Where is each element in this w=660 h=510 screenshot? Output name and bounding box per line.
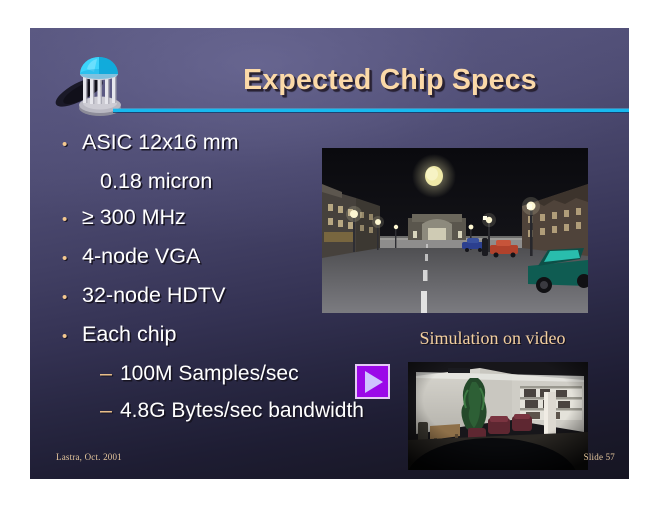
bullet-item-hdtv: • 32-node HDTV [58, 277, 388, 316]
bullet-item-each-chip: • Each chip [58, 316, 388, 355]
night-street-simulation-image [322, 148, 588, 313]
bullet-item-clock: • ≥ 300 MHz [58, 199, 388, 238]
sub-bullet-marker-icon: – [100, 398, 112, 422]
slide-title-row: Expected Chip Specs [30, 28, 629, 128]
sub-bullet-marker-icon: – [100, 361, 112, 385]
sub-bullet-item-bandwidth: – 4.8G Bytes/sec bandwidth [58, 392, 388, 429]
bullet-marker-icon: • [62, 250, 68, 267]
old-well-rotunda-logo [52, 42, 138, 122]
bullet-text: Each chip [82, 322, 177, 346]
bullet-marker-icon: • [62, 289, 68, 306]
bullet-item-vga: • 4-node VGA [58, 238, 388, 277]
simulation-caption: Simulation on video [419, 328, 566, 348]
bullet-marker-icon: • [62, 211, 68, 228]
bullet-text: ASIC 12x16 mm [82, 130, 239, 154]
bullet-text: 32-node HDTV [82, 283, 226, 307]
footer-slide-number: Slide 57 [583, 452, 615, 462]
play-video-button[interactable] [355, 364, 390, 399]
presentation-slide: Expected Chip Specs • ASIC 12x16 mm 0.18… [30, 28, 629, 479]
sub-bullet-item-samples: – 100M Samples/sec [58, 355, 388, 392]
play-triangle-icon [365, 370, 383, 393]
bullet-item-micron: 0.18 micron [58, 163, 388, 199]
footer-author-date: Lastra, Oct. 2001 [56, 452, 122, 462]
bullet-marker-icon: • [62, 328, 68, 345]
bullet-text: 0.18 micron [100, 169, 213, 193]
bullet-list: • ASIC 12x16 mm 0.18 micron • ≥ 300 MHz … [58, 124, 388, 429]
bullet-text: 4-node VGA [82, 244, 201, 268]
sub-bullet-text: 100M Samples/sec [120, 362, 299, 385]
title-underline-rule [113, 109, 629, 112]
bullet-item-asic: • ASIC 12x16 mm [58, 124, 388, 163]
bullet-marker-icon: • [62, 136, 68, 153]
page-title: Expected Chip Specs [243, 64, 537, 96]
office-interior-video-thumbnail[interactable] [408, 362, 588, 470]
bullet-text: ≥ 300 MHz [82, 205, 186, 229]
sub-bullet-text: 4.8G Bytes/sec bandwidth [120, 399, 364, 422]
